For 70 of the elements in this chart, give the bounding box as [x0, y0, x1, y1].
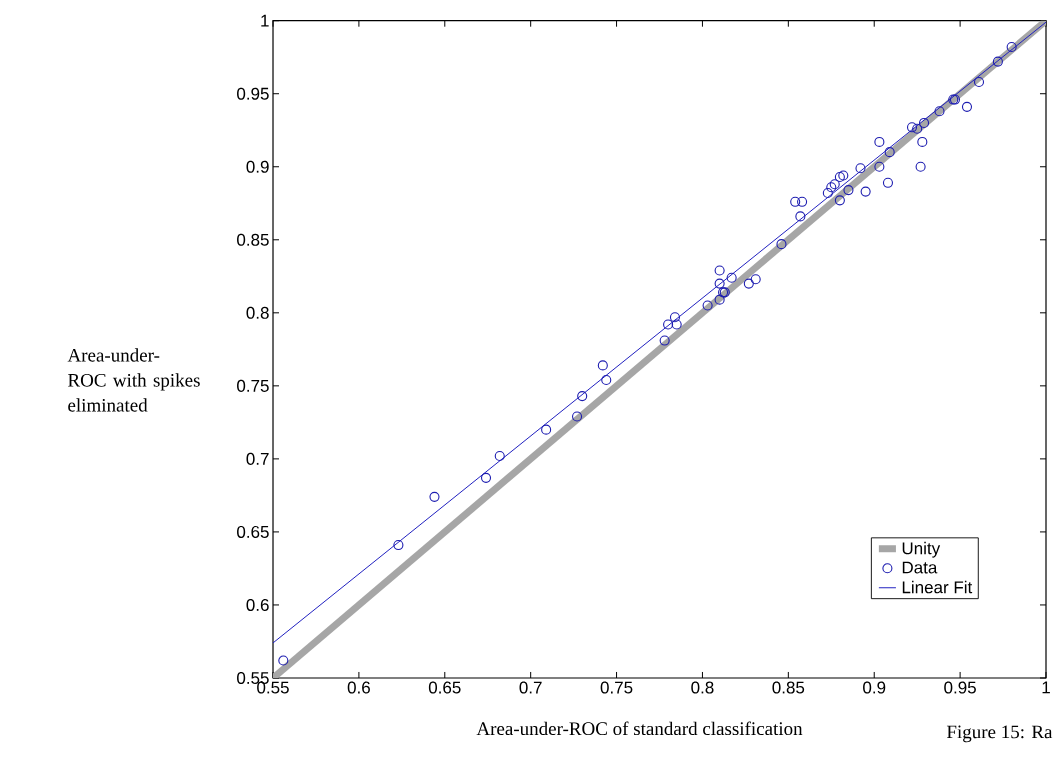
point — [714, 265, 725, 276]
point — [494, 450, 505, 462]
y-tick-label: 0.6 — [246, 598, 269, 611]
point — [702, 300, 713, 311]
x-tick-label: 1 — [1042, 681, 1050, 694]
caption: Figure 15: Ra — [946, 725, 1053, 743]
y-tick-label: 0.9 — [246, 160, 269, 173]
point — [822, 188, 833, 199]
point — [601, 374, 612, 386]
point — [973, 76, 985, 88]
point — [726, 272, 737, 283]
x-tick-label: 0.75 — [600, 681, 633, 694]
point — [917, 136, 928, 147]
point — [671, 319, 682, 330]
x-tick-label: 0.85 — [772, 681, 805, 694]
point — [541, 424, 552, 435]
point — [992, 56, 1003, 67]
point — [860, 186, 871, 197]
y-tick-label: 0.65 — [237, 525, 269, 538]
x-tick-label: 0.65 — [428, 681, 461, 694]
point — [1006, 41, 1017, 53]
y-axis-title: Area-under-ROC with spikes eliminated — [67, 348, 200, 412]
point — [934, 106, 945, 117]
point — [714, 294, 725, 305]
point — [743, 278, 754, 289]
point — [393, 540, 404, 551]
y-tick-label: 0.85 — [237, 233, 269, 246]
point — [750, 274, 761, 285]
y-tick-label: 1 — [261, 14, 269, 27]
point — [834, 195, 845, 206]
legend-label: Linear Fit — [902, 580, 973, 594]
point — [797, 196, 808, 207]
point — [480, 472, 492, 483]
point — [843, 185, 854, 196]
legend-label: Unity — [902, 541, 941, 558]
point — [884, 147, 895, 158]
point — [577, 391, 588, 402]
point — [795, 211, 806, 222]
x-axis-title: Area-under-ROC of standard classification — [476, 721, 803, 736]
point — [669, 312, 681, 323]
point — [961, 101, 973, 112]
point — [906, 122, 918, 133]
point — [429, 491, 440, 502]
point — [838, 170, 849, 181]
x-tick-label: 0.95 — [944, 681, 976, 694]
point — [855, 163, 866, 174]
point — [714, 278, 725, 289]
point — [663, 319, 674, 330]
point — [882, 177, 894, 188]
y-tick-label: 0.7 — [246, 452, 269, 465]
y-tick-label: 0.8 — [246, 306, 269, 319]
y-tick-label: 0.95 — [237, 87, 269, 100]
x-tick-label: 0.9 — [863, 681, 886, 694]
y-tick-label: 0.75 — [237, 379, 269, 392]
point — [915, 161, 926, 172]
point — [572, 411, 583, 422]
point — [834, 171, 845, 183]
point — [278, 655, 289, 666]
point — [597, 360, 608, 371]
point — [874, 136, 885, 147]
point — [659, 335, 670, 346]
point — [918, 117, 930, 128]
x-tick-label: 0.7 — [519, 681, 542, 694]
point — [874, 161, 885, 172]
point — [790, 196, 801, 207]
point — [912, 123, 923, 134]
x-tick-label: 0.8 — [691, 681, 714, 694]
point — [776, 239, 787, 250]
x-tick-label: 0.6 — [347, 681, 370, 694]
legend-label: Data — [902, 561, 938, 574]
